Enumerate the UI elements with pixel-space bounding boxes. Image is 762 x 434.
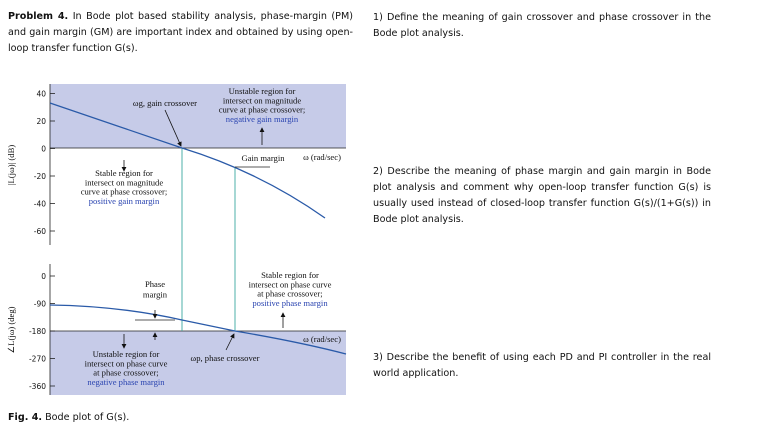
annotation: curve at phase crossover;: [81, 187, 168, 197]
tick-label: 40: [36, 90, 46, 99]
caption-text: Bode plot of G(s).: [45, 412, 130, 423]
problem-label: Problem 4.: [8, 11, 69, 22]
annotation: Gain margin: [241, 153, 285, 163]
unstable-region: [50, 331, 346, 395]
phase-curve: [49, 304, 347, 355]
magnitude-curve: [49, 102, 326, 219]
annotation: curve at phase crossover;: [219, 105, 306, 115]
annotation: intersect on phase curve: [249, 279, 332, 289]
axis-label: |L(jω)| (dB): [6, 145, 16, 185]
question: 1) Define the meaning of gain crossover …: [373, 12, 711, 39]
annotation: Stable region for: [95, 168, 153, 178]
annotation: ω (rad/sec): [303, 334, 341, 344]
question: 2) Describe the meaning of phase margin …: [373, 166, 711, 225]
tick-label: 0: [41, 272, 46, 281]
tick-label: -360: [29, 382, 46, 391]
annotation: at phase crossover;: [93, 368, 158, 378]
annotation: positive phase margin: [252, 298, 328, 308]
axis-label: ∠L(jω) (deg): [6, 306, 16, 353]
annotation: Stable region for: [261, 270, 319, 280]
tick-label: 0: [41, 145, 46, 154]
tick-label: -270: [29, 355, 46, 364]
annotation: Phase: [145, 279, 165, 289]
annotation: ω (rad/sec): [303, 152, 341, 162]
arrow: [164, 109, 182, 147]
annotation: Unstable region for: [229, 86, 296, 96]
annotation: margin: [143, 290, 168, 300]
unstable-region: [50, 84, 346, 148]
problem: Problem 4. In Bode plot based stability …: [8, 9, 353, 57]
annotation: ωg, gain crossover: [133, 98, 197, 108]
tick-label: 20: [36, 117, 46, 126]
question: 3) Describe the benefit of using each PD…: [373, 352, 711, 379]
tick-label: -20: [34, 172, 46, 181]
annotation: at phase crossover;: [257, 289, 322, 299]
bode-plot: |L(jω)| (dB) ∠L(jω) (deg) ωg, gain cross…: [6, 84, 347, 395]
arrow: [225, 333, 235, 351]
caption-label: Fig. 4.: [8, 412, 43, 423]
tick-label: -40: [34, 200, 46, 209]
annotation: intersect on magnitude: [223, 95, 301, 105]
annotation: positive gain margin: [89, 196, 160, 206]
caption: Fig. 4. Bode plot of G(s).: [8, 410, 308, 426]
annotation: negative gain margin: [226, 114, 299, 124]
tick-label: -60: [34, 227, 46, 236]
problem-text: In Bode plot based stability analysis, p…: [8, 11, 353, 54]
annotation: ωp, phase crossover: [191, 353, 260, 363]
annotation: intersect on phase curve: [85, 358, 168, 368]
tick-label: -90: [34, 300, 46, 309]
annotation: intersect on magnitude: [85, 177, 163, 187]
annotation: Unstable region for: [93, 349, 160, 359]
tick-label: -180: [29, 327, 46, 336]
annotation: negative phase margin: [87, 377, 165, 387]
